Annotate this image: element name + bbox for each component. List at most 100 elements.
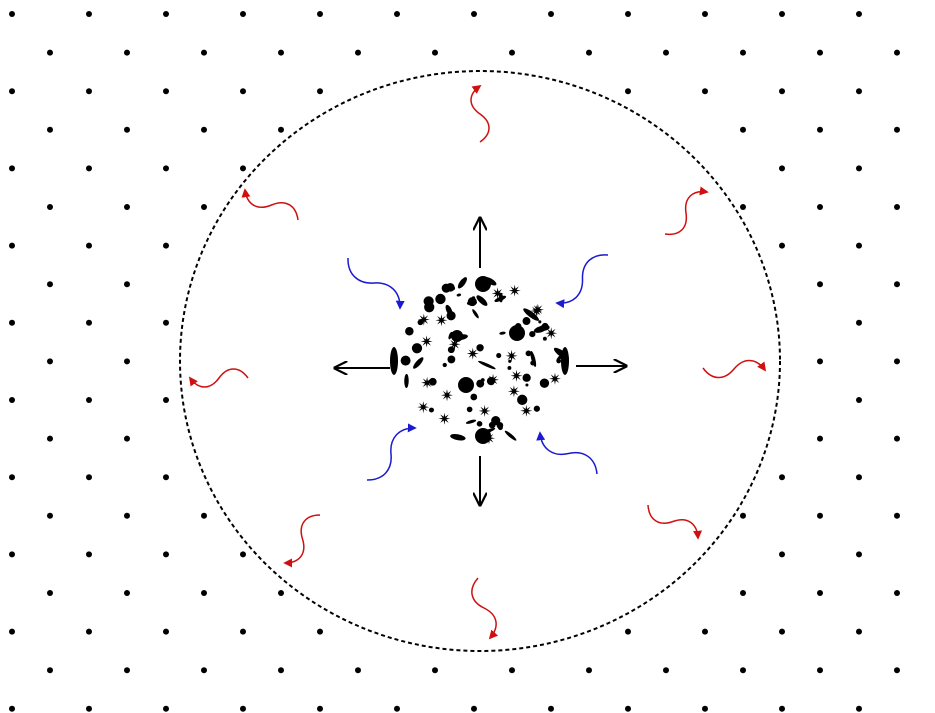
lattice-dot (86, 11, 92, 17)
lattice-dot (201, 126, 207, 133)
incoming-wave-arrow (555, 254, 609, 309)
emitted-wave-arrow (188, 368, 249, 388)
particle (507, 366, 512, 370)
dot-lattice (9, 11, 900, 712)
particle (510, 369, 523, 382)
lattice-dot (586, 49, 592, 56)
particle (442, 362, 447, 368)
lattice-dot (9, 11, 15, 17)
particle (476, 420, 483, 427)
lattice-dot (124, 126, 130, 133)
arrows (188, 84, 767, 640)
particle (466, 347, 479, 360)
lattice-dot (47, 126, 53, 133)
lattice-dot (163, 242, 169, 249)
emitted-wave-arrow (241, 188, 299, 221)
particle (561, 347, 569, 375)
lattice-dot (86, 551, 92, 558)
particle (520, 404, 533, 417)
lattice-dot (625, 11, 631, 17)
lattice-dot (317, 705, 323, 712)
particle (480, 378, 485, 382)
lattice-dot (702, 11, 708, 17)
lattice-dot (894, 667, 900, 674)
lattice-dot (86, 242, 92, 249)
lattice-dot (86, 628, 92, 635)
lattice-dot (47, 358, 53, 365)
lattice-dot (509, 49, 515, 56)
particle (491, 287, 504, 300)
lattice-dot (817, 49, 823, 56)
lattice-dot (9, 88, 15, 95)
lattice-dot (432, 667, 438, 674)
lattice-dot (240, 88, 246, 95)
particle (441, 283, 451, 293)
particle (417, 319, 424, 326)
particle (496, 352, 502, 359)
particle (417, 401, 430, 414)
lattice-dot (163, 88, 169, 95)
lattice-dot (124, 512, 130, 519)
particle (486, 377, 496, 386)
particle (450, 285, 456, 291)
particle (441, 389, 453, 402)
lattice-dot (856, 474, 862, 481)
particle (538, 320, 542, 324)
lattice-dot (894, 435, 900, 442)
particle (522, 373, 531, 382)
particle (530, 360, 536, 366)
lattice-dot (47, 49, 53, 56)
lattice-dot (278, 667, 284, 674)
lattice-dot (856, 88, 862, 95)
lattice-dot (124, 358, 130, 365)
lattice-dot (894, 281, 900, 288)
particle (509, 325, 525, 341)
lattice-dot (509, 667, 515, 674)
lattice-dot (278, 126, 284, 133)
particle (438, 412, 451, 425)
lattice-dot (9, 551, 15, 558)
lattice-dot (9, 474, 15, 481)
particle (466, 300, 478, 306)
lattice-dot (86, 474, 92, 481)
lattice-dot (779, 242, 785, 249)
boundary-circle (179, 70, 781, 652)
particle (496, 422, 504, 429)
particle (475, 276, 491, 292)
lattice-dot (240, 11, 246, 17)
emitted-wave-arrow (664, 186, 709, 236)
lattice-dot (740, 49, 746, 56)
incoming-wave-arrow (347, 257, 405, 310)
particle (456, 293, 462, 297)
lattice-dot (86, 319, 92, 326)
lattice-dot (894, 204, 900, 210)
lattice-dot (47, 667, 53, 674)
lattice-dot (201, 667, 207, 674)
lattice-dot (201, 590, 207, 596)
lattice-dot (124, 281, 130, 288)
lattice-dot (394, 11, 400, 17)
lattice-dot (240, 165, 246, 172)
lattice-dot (779, 474, 785, 481)
particle-cluster (390, 276, 569, 445)
lattice-dot (201, 204, 207, 210)
lattice-dot (9, 705, 15, 712)
incoming-wave-arrow (536, 431, 598, 475)
particle (466, 406, 473, 413)
lattice-dot (740, 126, 746, 133)
lattice-dot (779, 165, 785, 172)
lattice-dot (86, 165, 92, 172)
lattice-dot (163, 11, 169, 17)
lattice-dot (163, 705, 169, 712)
lattice-dot (779, 705, 785, 712)
particle (478, 404, 491, 417)
particle (475, 428, 491, 444)
particle (504, 430, 517, 441)
lattice-dot (471, 705, 477, 712)
particle (494, 295, 507, 302)
emitted-wave-arrow (647, 504, 703, 540)
particle (428, 377, 437, 386)
particle (507, 385, 520, 398)
incoming-wave-arrow (366, 423, 417, 481)
